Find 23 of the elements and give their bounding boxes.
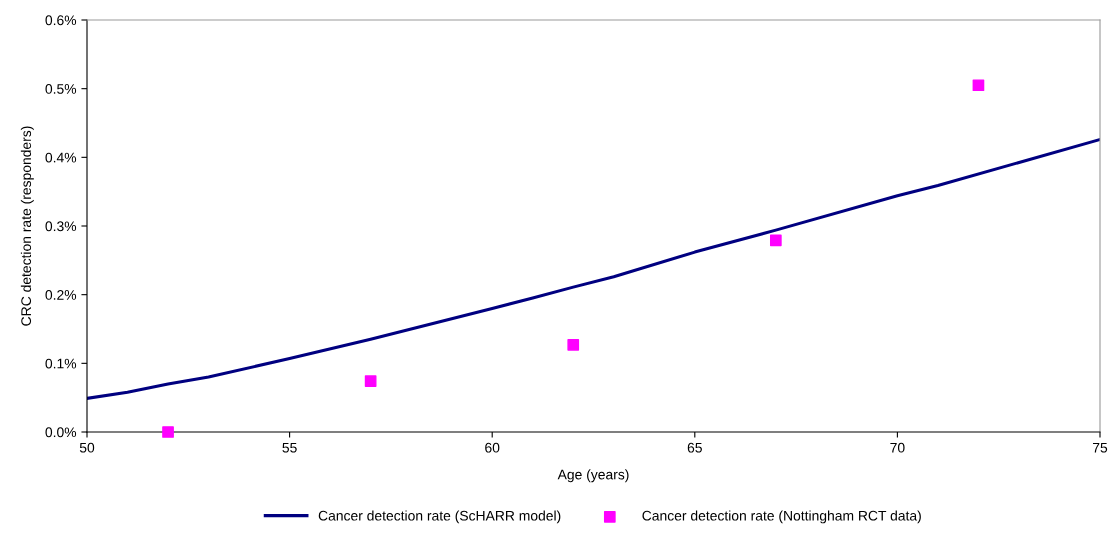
x-tick-label: 65	[687, 442, 702, 453]
x-tick-label: 60	[485, 442, 500, 453]
point	[769, 234, 782, 247]
x-tick-label: 50	[79, 442, 95, 453]
y-tick-label: 0.4%	[45, 152, 77, 163]
y-tick-label: 0.5%	[45, 84, 77, 94]
point	[162, 426, 174, 438]
legend-label: Cancer detection rate (ScHARR model)	[318, 510, 561, 524]
y-axis-title: CRC detection rate (responders)	[20, 126, 34, 326]
y-tick-label: 0.6%	[45, 15, 77, 26]
y-tick-label: 0.2%	[45, 290, 77, 300]
legend-label: Cancer detection rate (Nottingham RCT data)	[642, 510, 921, 524]
y-tick-label: 0.3%	[45, 221, 77, 232]
x-tick-label: 75	[1092, 442, 1108, 453]
line-series	[87, 137, 1100, 400]
x-axis-title: Age (years)	[557, 469, 629, 483]
point	[567, 338, 580, 351]
y-tick-label: 0.0%	[45, 427, 77, 438]
x-tick-label: 55	[282, 442, 297, 453]
x-tick-label: 70	[890, 442, 905, 453]
point	[972, 79, 985, 92]
y-tick-label: 0.1%	[45, 358, 77, 369]
point	[364, 375, 377, 388]
